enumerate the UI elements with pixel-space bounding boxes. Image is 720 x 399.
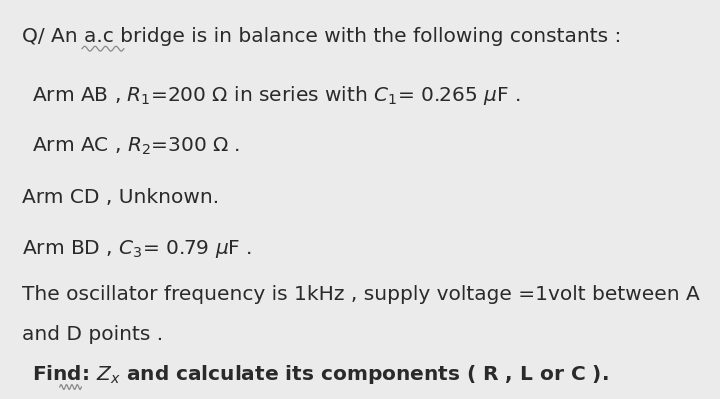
Text: Arm AB , $R_1$=200 $\Omega$ in series with $C_1$= 0.265 $\mu$F .: Arm AB , $R_1$=200 $\Omega$ in series wi…: [32, 83, 521, 107]
Text: Arm CD , Unknown.: Arm CD , Unknown.: [22, 188, 219, 207]
Text: and D points .: and D points .: [22, 325, 163, 344]
Text: Find: $Z_x$ and calculate its components ( R , L or C ).: Find: $Z_x$ and calculate its components…: [32, 363, 609, 386]
Text: Arm AC , $R_2$=300 $\Omega$ .: Arm AC , $R_2$=300 $\Omega$ .: [32, 136, 240, 157]
Text: The oscillator frequency is 1kHz , supply voltage =1volt between A: The oscillator frequency is 1kHz , suppl…: [22, 285, 699, 304]
Text: Q/ An a.c bridge is in balance with the following constants :: Q/ An a.c bridge is in balance with the …: [22, 27, 621, 46]
Text: Arm BD , $C_3$= 0.79 $\mu$F .: Arm BD , $C_3$= 0.79 $\mu$F .: [22, 238, 252, 260]
